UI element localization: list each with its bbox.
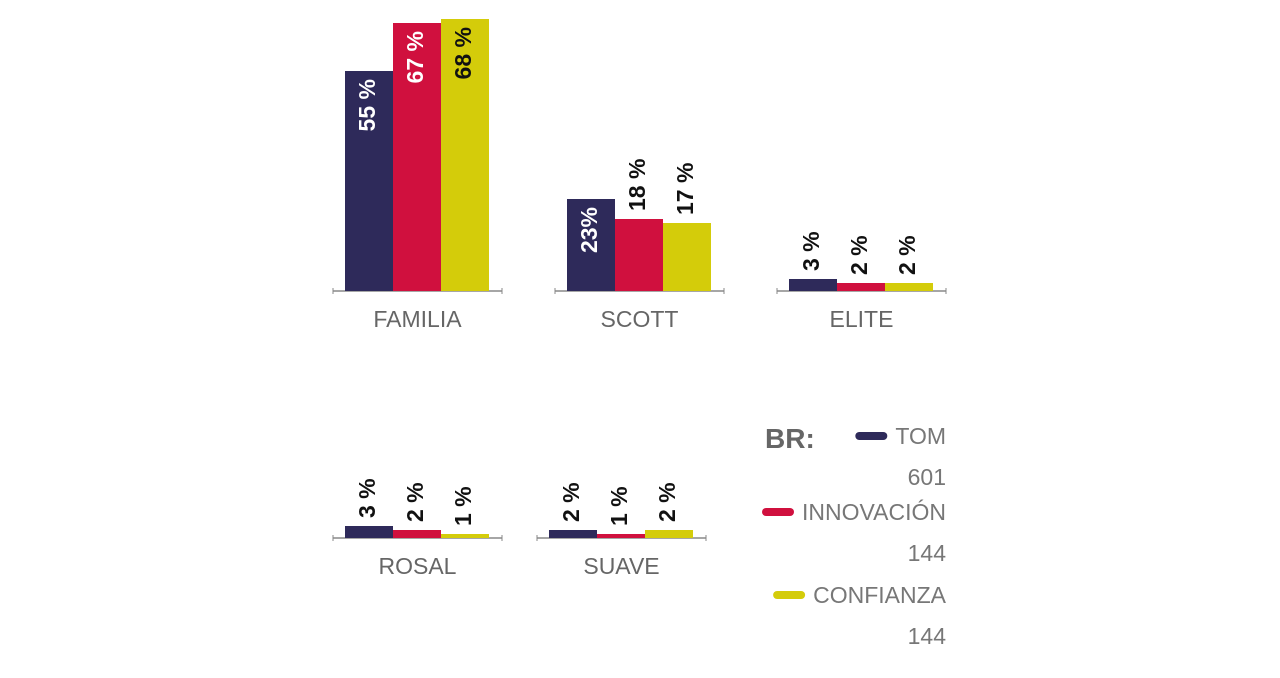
bar	[837, 283, 885, 291]
category-label: SUAVE	[583, 553, 659, 579]
value-label: 3 %	[354, 478, 380, 518]
value-label: 1 %	[450, 486, 476, 526]
bar	[441, 534, 489, 538]
legend-count: 601	[908, 464, 946, 490]
bar	[615, 219, 663, 291]
category-label: ROSAL	[379, 553, 457, 579]
value-label: 2 %	[846, 235, 872, 275]
bar	[597, 534, 645, 538]
bar	[567, 199, 615, 291]
value-label: 2 %	[402, 482, 428, 522]
value-label: 55 %	[354, 79, 380, 131]
bar	[441, 19, 489, 291]
bar	[663, 223, 711, 291]
value-label: 18 %	[624, 159, 650, 211]
value-label: 3 %	[798, 231, 824, 271]
value-label: 1 %	[606, 486, 632, 526]
category-label: SCOTT	[601, 306, 679, 332]
category-label: FAMILIA	[373, 306, 462, 332]
bar	[645, 530, 693, 538]
value-label: 17 %	[672, 163, 698, 215]
bar	[789, 279, 837, 291]
legend-label: TOM	[895, 423, 946, 449]
legend-label: CONFIANZA	[813, 582, 947, 608]
bar	[885, 283, 933, 291]
bar	[549, 530, 597, 538]
legend-label: INNOVACIÓN	[802, 499, 946, 525]
bar	[393, 23, 441, 291]
value-label: 23%	[576, 207, 602, 253]
value-label: 2 %	[894, 235, 920, 275]
legend-title: BR:	[765, 423, 815, 454]
value-label: 2 %	[654, 482, 680, 522]
category-label: ELITE	[830, 306, 894, 332]
bar	[345, 71, 393, 291]
bar	[393, 530, 441, 538]
value-label: 2 %	[558, 482, 584, 522]
bar	[345, 526, 393, 538]
legend-count: 144	[908, 623, 947, 649]
legend-count: 144	[908, 540, 947, 566]
value-label: 67 %	[402, 31, 428, 83]
value-label: 68 %	[450, 27, 476, 79]
